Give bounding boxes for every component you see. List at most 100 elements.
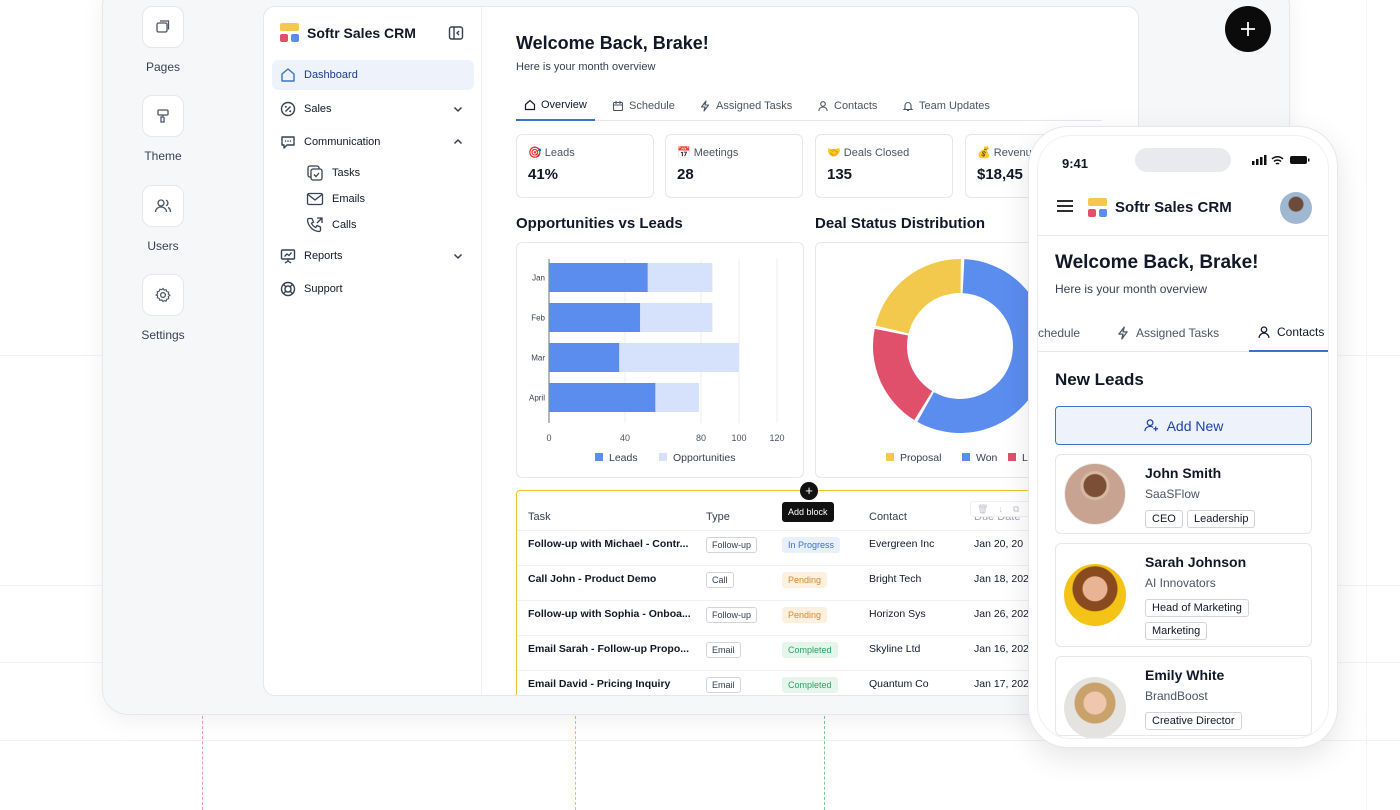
add-new-label: Add New [1166, 417, 1224, 434]
stat-value-leads: 41% [528, 166, 559, 183]
tab-contacts[interactable]: Contacts [809, 91, 885, 121]
sub-nav-tasks[interactable]: Tasks [306, 162, 360, 184]
logo-icon [280, 23, 299, 42]
nav-item-support[interactable]: Support [272, 274, 474, 304]
presentation-icon [280, 249, 296, 264]
mobile-brand[interactable]: Softr Sales CRM [1088, 198, 1232, 217]
bar-opportunities [647, 263, 713, 292]
dashboard-main: Welcome Back, Brake! Here is your month … [482, 7, 1138, 695]
chart-title-opportunities: Opportunities vs Leads [516, 215, 683, 232]
app-brand[interactable]: Softr Sales CRM [280, 23, 416, 42]
tab-overview[interactable]: Overview [516, 91, 595, 121]
status-badge: Pending [782, 572, 828, 588]
trash-icon[interactable]: 🗑 [977, 503, 989, 514]
add-new-button[interactable]: Add New [1055, 406, 1312, 445]
add-user-icon [1143, 419, 1158, 432]
tab-label-assigned-tasks: Assigned Tasks [716, 100, 793, 112]
lead-card[interactable]: John Smith SaaSFlow CEO Leadership [1055, 454, 1312, 534]
gear-icon[interactable] [142, 274, 184, 316]
type-badge: Email [706, 677, 741, 693]
legend-label: Leads [609, 452, 638, 464]
lead-company: SaaSFlow [1145, 487, 1200, 501]
avatar[interactable] [1280, 192, 1312, 224]
cell-contact: Horizon Sys [869, 608, 926, 620]
dashboard-tabs: Overview Schedule Assigned Tasks Contact… [516, 91, 1102, 121]
legend-swatch [886, 453, 894, 461]
type-badge: Follow-up [706, 607, 758, 623]
lead-company: BrandBoost [1145, 689, 1208, 703]
lead-name: John Smith [1145, 465, 1222, 481]
rail-theme[interactable]: Theme [127, 95, 199, 163]
row-toolbar: 🗑 ↓ ⧉ [970, 501, 1032, 517]
new-leads-title: New Leads [1055, 370, 1144, 389]
lead-tag: Creative Director [1145, 712, 1242, 730]
chevron-down-icon[interactable] [452, 103, 464, 115]
sub-nav-label-calls: Calls [332, 219, 357, 231]
stat-label-deals-closed: Deals Closed [843, 147, 910, 159]
tasks-icon [307, 165, 323, 181]
lead-card[interactable]: Emily White BrandBoost Creative Director [1055, 656, 1312, 738]
tab-assigned-tasks[interactable]: Assigned Tasks [691, 91, 800, 121]
type-badge: Call [706, 572, 734, 588]
nav-item-communication[interactable]: Communication [272, 127, 474, 157]
status-badge: Pending [782, 607, 828, 623]
lead-photo [1064, 677, 1126, 738]
bar-chart-card: Jan Feb Mar April 0 40 80 100 120 Leads Opportunit… [516, 242, 804, 478]
pages-icon[interactable] [142, 6, 184, 48]
copy-icon[interactable]: ⧉ [1012, 503, 1020, 514]
rail-pages[interactable]: Pages [127, 6, 199, 74]
stat-value-revenue: $18,45 [977, 166, 1023, 183]
rail-label-theme: Theme [144, 149, 182, 163]
mobile-tab-label-assigned-tasks: Assigned Tasks [1136, 326, 1220, 340]
legend-label: Proposal [900, 452, 941, 464]
bar-chart: Jan Feb Mar April 0 40 80 100 120 Leads Opportunit… [529, 259, 785, 464]
cell-contact: Bright Tech [869, 573, 922, 585]
nav-item-reports[interactable]: Reports [272, 241, 474, 271]
cell-due-date: Jan 20, 20 [974, 538, 1024, 550]
sub-nav-calls[interactable]: Calls [306, 214, 356, 236]
rail-settings[interactable]: Settings [127, 274, 199, 342]
mobile-preview: 9:41 Softr Sales CRM Welcome Back, Brake… [1028, 126, 1338, 748]
x-tick-label: 100 [731, 433, 746, 443]
chevron-down-icon[interactable] [452, 250, 464, 262]
slice-lost [873, 328, 933, 421]
tab-label-schedule: Schedule [629, 100, 675, 112]
x-tick-label: 0 [546, 433, 551, 443]
th-type[interactable]: Type [706, 511, 730, 523]
arrow-down-icon[interactable]: ↓ [998, 504, 1003, 514]
nav-item-sales[interactable]: Sales [272, 94, 474, 124]
slice-proposal [875, 259, 961, 334]
stat-card-deals-closed: 🤝 Deals Closed 135 [815, 134, 953, 198]
lightning-icon [1118, 326, 1128, 340]
users-icon[interactable] [142, 185, 184, 227]
calendar-icon: 📅 [677, 147, 691, 159]
tab-team-updates[interactable]: Team Updates [894, 91, 998, 121]
nav-label-dashboard: Dashboard [304, 69, 358, 81]
cell-contact: Skyline Ltd [869, 643, 921, 655]
nav-label-support: Support [304, 283, 343, 295]
collapse-sidebar-icon[interactable] [448, 25, 464, 46]
legend-swatch [962, 453, 970, 461]
logo-icon [1088, 198, 1107, 217]
nav-item-dashboard[interactable]: Dashboard [272, 60, 474, 90]
add-block-button[interactable]: + [800, 482, 818, 500]
legend-swatch [1008, 453, 1016, 461]
mobile-tab-label-schedule: chedule [1038, 326, 1081, 340]
mobile-tab-schedule[interactable]: chedule [1038, 314, 1080, 352]
tab-schedule[interactable]: Schedule [604, 91, 683, 121]
lead-card[interactable]: Sarah Johnson AI Innovators Head of Mark… [1055, 543, 1312, 647]
th-contact[interactable]: Contact [869, 511, 907, 523]
chevron-up-icon[interactable] [452, 136, 464, 148]
add-fab-button[interactable] [1225, 6, 1271, 52]
mobile-brand-name: Softr Sales CRM [1115, 199, 1232, 216]
rail-users[interactable]: Users [127, 185, 199, 253]
hamburger-menu-icon[interactable] [1056, 198, 1074, 214]
builder-rail: Pages Theme Users Settings [103, 0, 263, 714]
th-task[interactable]: Task [528, 511, 551, 523]
mobile-tab-contacts[interactable]: Contacts [1249, 314, 1328, 352]
paint-roller-icon[interactable] [142, 95, 184, 137]
chart-title-deal-status: Deal Status Distribution [815, 215, 986, 232]
mobile-tab-assigned-tasks[interactable]: Assigned Tasks [1116, 314, 1219, 352]
plus-icon [1241, 22, 1255, 36]
sub-nav-emails[interactable]: Emails [306, 188, 365, 210]
